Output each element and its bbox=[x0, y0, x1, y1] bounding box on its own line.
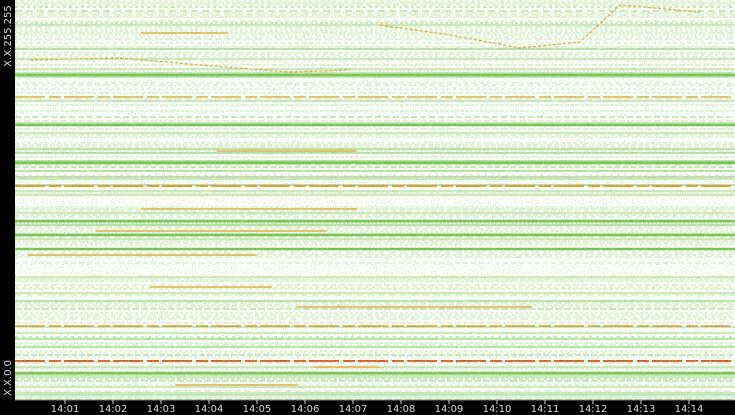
x-tick-label: 14:01 bbox=[51, 404, 80, 415]
x-tick-label: 14:10 bbox=[483, 404, 512, 415]
x-tick-label: 14:08 bbox=[387, 404, 416, 415]
x-tick-label: 14:09 bbox=[435, 404, 464, 415]
x-tick-label: 14:07 bbox=[339, 404, 368, 415]
y-label-top: X.X.255.255 bbox=[3, 5, 14, 66]
x-tick-label: 14:04 bbox=[195, 404, 224, 415]
x-axis: 14:01 14:02 14:03 14:04 14:05 14:06 14:07 14:08… bbox=[15, 399, 735, 415]
x-tick-label: 14:06 bbox=[291, 404, 320, 415]
speckle bbox=[15, 0, 735, 400]
x-tick-label: 14:11 bbox=[531, 404, 560, 415]
y-label-bottom: X.X.0.0 bbox=[3, 360, 14, 396]
x-tick-label: 14:14 bbox=[675, 404, 704, 415]
x-tick-label: 14:13 bbox=[627, 404, 656, 415]
x-tick-label: 14:03 bbox=[147, 404, 176, 415]
x-tick-label: 14:12 bbox=[579, 404, 608, 415]
x-tick-label: 14:02 bbox=[99, 404, 128, 415]
x-tick-label: 14:05 bbox=[243, 404, 272, 415]
